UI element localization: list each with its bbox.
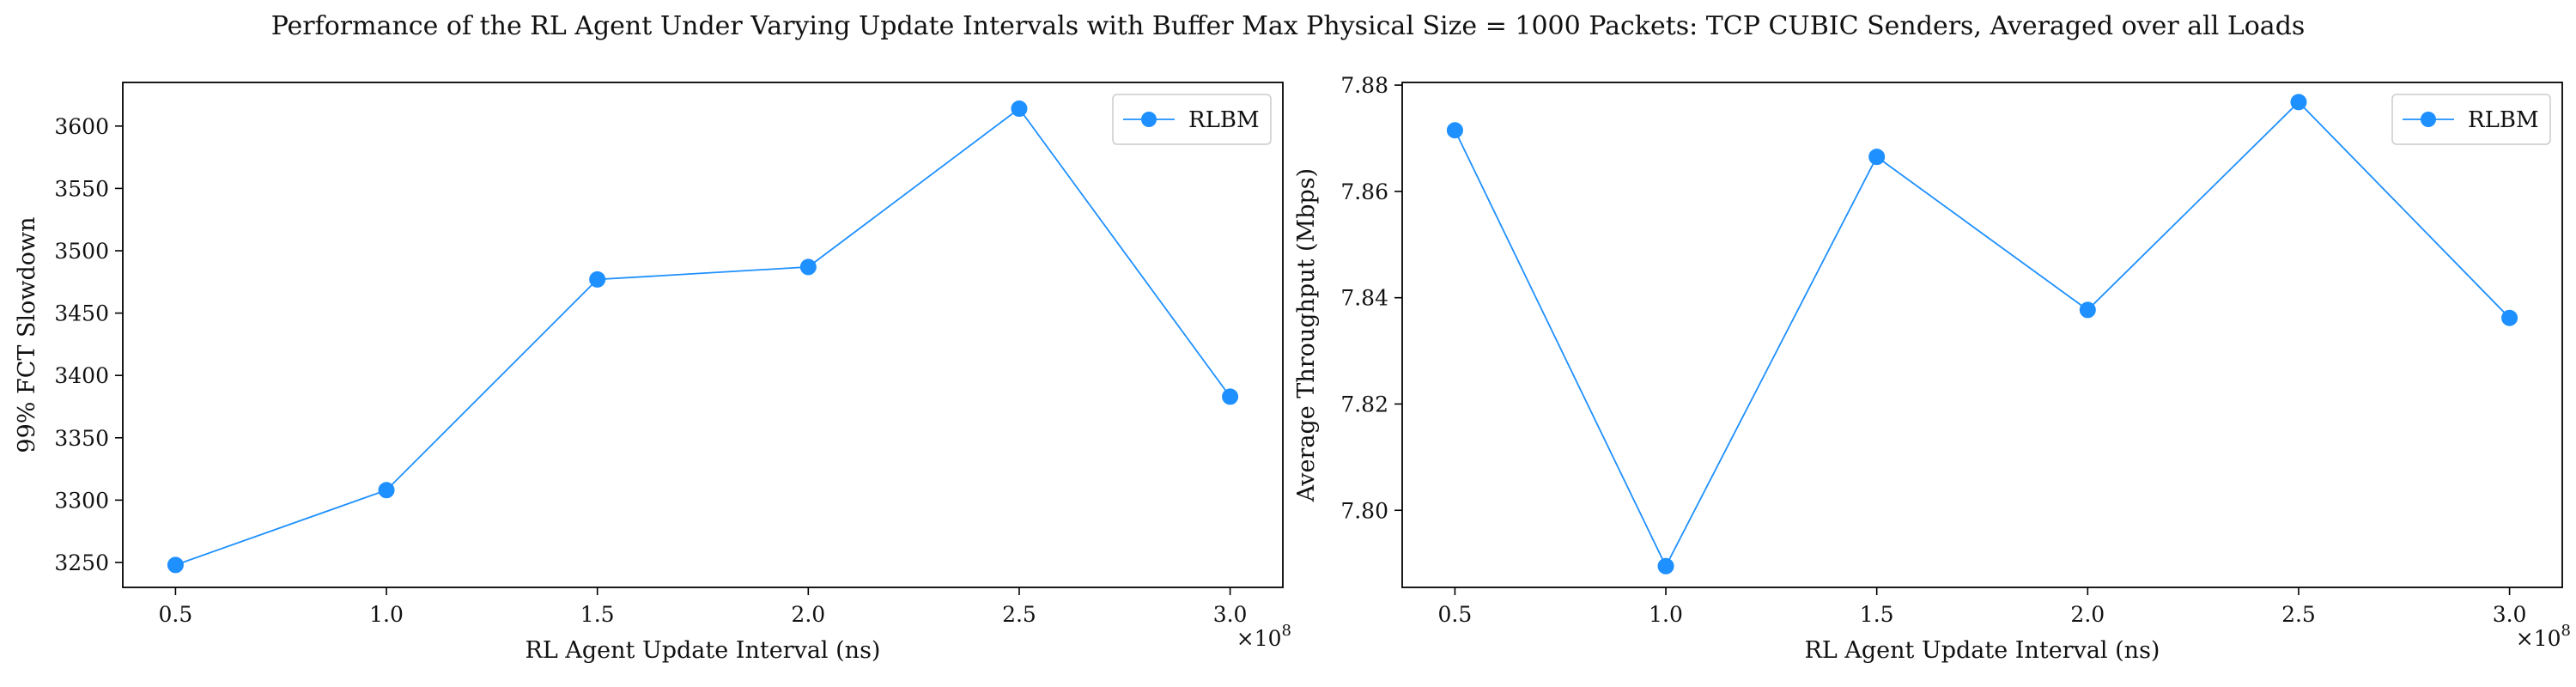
x-scale-base: ×10 [2516, 626, 2561, 651]
x-scale-exponent: 8 [1282, 622, 1291, 640]
axes-frame [1401, 82, 2563, 588]
y-tick-label: 3250 [54, 550, 109, 575]
x-scale-base: ×10 [1236, 626, 1282, 651]
y-tick-label: 7.86 [1340, 179, 1388, 204]
series-line-rlbm [1454, 100, 2511, 568]
legend: RLBM [1112, 94, 1272, 145]
x-tick-label: 0.5 [159, 602, 193, 627]
y-tick-label: 7.80 [1340, 498, 1388, 523]
legend-marker [2421, 112, 2436, 127]
legend-label: RLBM [1188, 107, 1260, 133]
axes-frame [122, 82, 1284, 588]
legend-box [2391, 94, 2551, 145]
x-scale-multiplier: ×108 [2516, 622, 2571, 651]
legend-label: RLBM [2468, 107, 2539, 133]
x-tick-label: 1.0 [1649, 602, 1683, 627]
data-point [1657, 557, 1674, 575]
data-point [2079, 301, 2096, 319]
x-tick-label: 3.0 [2493, 602, 2527, 627]
chart-2: 0.5 1.0 1.5 2.0 2.5 3.0 7.80 7.82 7.84 7.86 7.88 RL… [1293, 73, 2571, 664]
x-tick-label: 2.0 [791, 602, 825, 627]
data-point [378, 482, 395, 499]
y-tick-label: 3450 [54, 301, 109, 326]
x-scale-exponent: 8 [2561, 622, 2571, 640]
legend: RLBM [2391, 94, 2551, 145]
y-tick-label: 7.82 [1340, 392, 1388, 416]
x-axis-label: RL Agent Update Interval (ns) [1805, 637, 2160, 664]
y-tick-label: 7.84 [1340, 286, 1388, 311]
data-point [2501, 309, 2518, 326]
legend-marker [1141, 112, 1157, 127]
y-axis-label: 99% FCT Slowdown [14, 216, 40, 453]
x-tick-label: 3.0 [1213, 602, 1248, 627]
x-tick-label: 2.0 [2070, 602, 2105, 627]
data-point [1011, 100, 1028, 117]
x-tick-label: 1.0 [369, 602, 404, 627]
data-point [1446, 122, 1463, 139]
x-tick-label: 1.5 [580, 602, 615, 627]
x-tick-label: 2.5 [1002, 602, 1036, 627]
y-tick-label: 3500 [54, 239, 109, 264]
y-tick-label: 3300 [54, 488, 109, 513]
data-point [1868, 149, 1886, 166]
y-tick-label: 3550 [54, 176, 109, 201]
x-tick-label: 1.5 [1860, 602, 1894, 627]
y-tick-label: 3400 [54, 363, 109, 388]
x-tick-label: 0.5 [1438, 602, 1473, 627]
plots: 0.5 1.0 1.5 2.0 2.5 3.0 3250 3300 3350 3400 3450 35… [14, 73, 2571, 664]
data-point [167, 556, 184, 574]
chart-1: 0.5 1.0 1.5 2.0 2.5 3.0 3250 3300 3350 3400 3450 35… [14, 82, 1291, 664]
figure-title: Performance of the RL Agent Under Varyin… [271, 11, 2306, 41]
data-point [2290, 94, 2307, 111]
y-tick-label: 3600 [54, 114, 109, 139]
legend-box [1112, 94, 1272, 145]
x-axis-label: RL Agent Update Interval (ns) [526, 637, 881, 664]
series-line-rlbm [175, 107, 1231, 566]
y-axis-label: Average Throughput (Mbps) [1293, 168, 1320, 502]
data-point [589, 271, 606, 288]
data-point [799, 258, 817, 276]
y-tick-label: 3350 [54, 426, 109, 451]
x-scale-multiplier: ×108 [1236, 622, 1291, 651]
x-tick-label: 2.5 [2281, 602, 2316, 627]
y-tick-label: 7.88 [1340, 73, 1388, 98]
data-point [1222, 388, 1239, 405]
